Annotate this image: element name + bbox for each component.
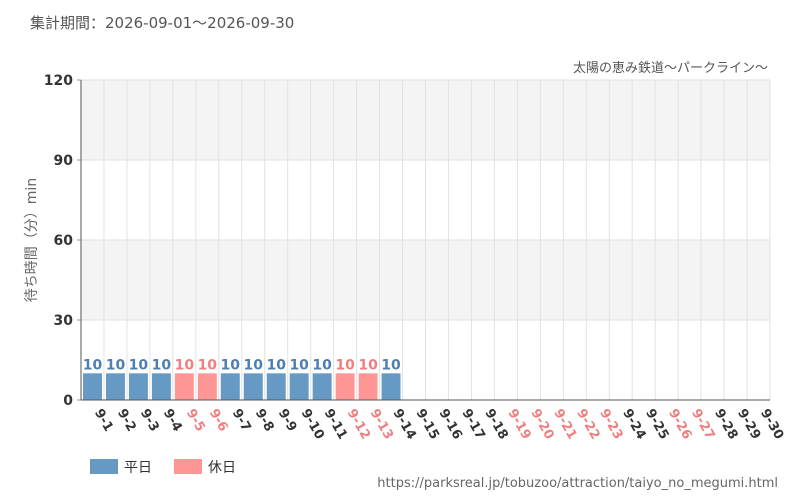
bar-value-label: 10 — [198, 357, 218, 373]
weekday-bar — [128, 373, 148, 400]
legend-holiday-label: 休日 — [208, 460, 236, 476]
legend-holiday-swatch — [174, 459, 202, 474]
x-tick-label: 9-1 — [91, 407, 116, 435]
weekday-bar — [105, 373, 125, 400]
x-tick-label: 9-4 — [160, 407, 185, 435]
x-tick-label: 9-2 — [114, 407, 139, 435]
x-tick-label: 9-30 — [757, 407, 786, 443]
bar-value-label: 10 — [358, 357, 378, 373]
bar-value-label: 10 — [106, 357, 126, 373]
x-tick-label: 9-8 — [252, 407, 277, 435]
y-tick-label: 120 — [44, 73, 73, 89]
legend-weekday-label: 平日 — [124, 460, 152, 476]
bar-value-label: 10 — [289, 357, 309, 373]
y-axis-label: 待ち時間（分）min — [24, 178, 40, 302]
weekday-bar — [289, 373, 309, 400]
bar-value-label: 10 — [266, 357, 286, 373]
holiday-bar — [174, 373, 194, 400]
weekday-bar — [266, 373, 286, 400]
bar-value-label: 10 — [335, 357, 355, 373]
x-tick-label: 9-3 — [137, 407, 162, 435]
y-ticks: 0 30 60 90 120 — [44, 73, 81, 409]
legend-weekday-swatch — [90, 459, 118, 474]
y-tick-label: 0 — [63, 393, 73, 409]
x-tick-label: 9-5 — [183, 407, 208, 435]
x-ticks: 9-19-29-39-49-59-69-79-89-99-109-119-129… — [91, 407, 786, 443]
y-tick-label: 90 — [54, 153, 74, 169]
weekday-bar — [243, 373, 263, 400]
bars — [83, 373, 401, 400]
y-tick-label: 30 — [54, 313, 74, 329]
source-url: https://parksreal.jp/tobuzoo/attraction/… — [377, 476, 778, 491]
bar-value-label: 10 — [152, 357, 172, 373]
weekday-bar — [83, 373, 102, 400]
holiday-bar — [197, 373, 217, 400]
bar-value-label: 10 — [244, 357, 264, 373]
weekday-bar — [151, 373, 171, 400]
x-tick-label: 9-7 — [229, 407, 254, 435]
bar-value-label: 10 — [83, 357, 103, 373]
bar-value-label: 10 — [312, 357, 332, 373]
period-label: 集計期間：2026-09-01～2026-09-30 — [30, 14, 294, 32]
bar-value-label: 10 — [221, 357, 241, 373]
weekday-bar — [220, 373, 240, 400]
holiday-bar — [335, 373, 355, 400]
x-tick-label: 9-6 — [206, 407, 231, 435]
x-tick-label: 9-9 — [275, 407, 300, 435]
weekday-bar — [381, 373, 401, 400]
bar-value-label: 10 — [381, 357, 401, 373]
bar-value-label: 10 — [129, 357, 149, 373]
legend: 平日 休日 — [90, 459, 236, 476]
weekday-bar — [312, 373, 332, 400]
holiday-bar — [358, 373, 378, 400]
y-tick-label: 60 — [54, 233, 74, 249]
bar-value-label: 10 — [175, 357, 195, 373]
attraction-name: 太陽の恵み鉄道～パークライン～ — [573, 61, 768, 76]
